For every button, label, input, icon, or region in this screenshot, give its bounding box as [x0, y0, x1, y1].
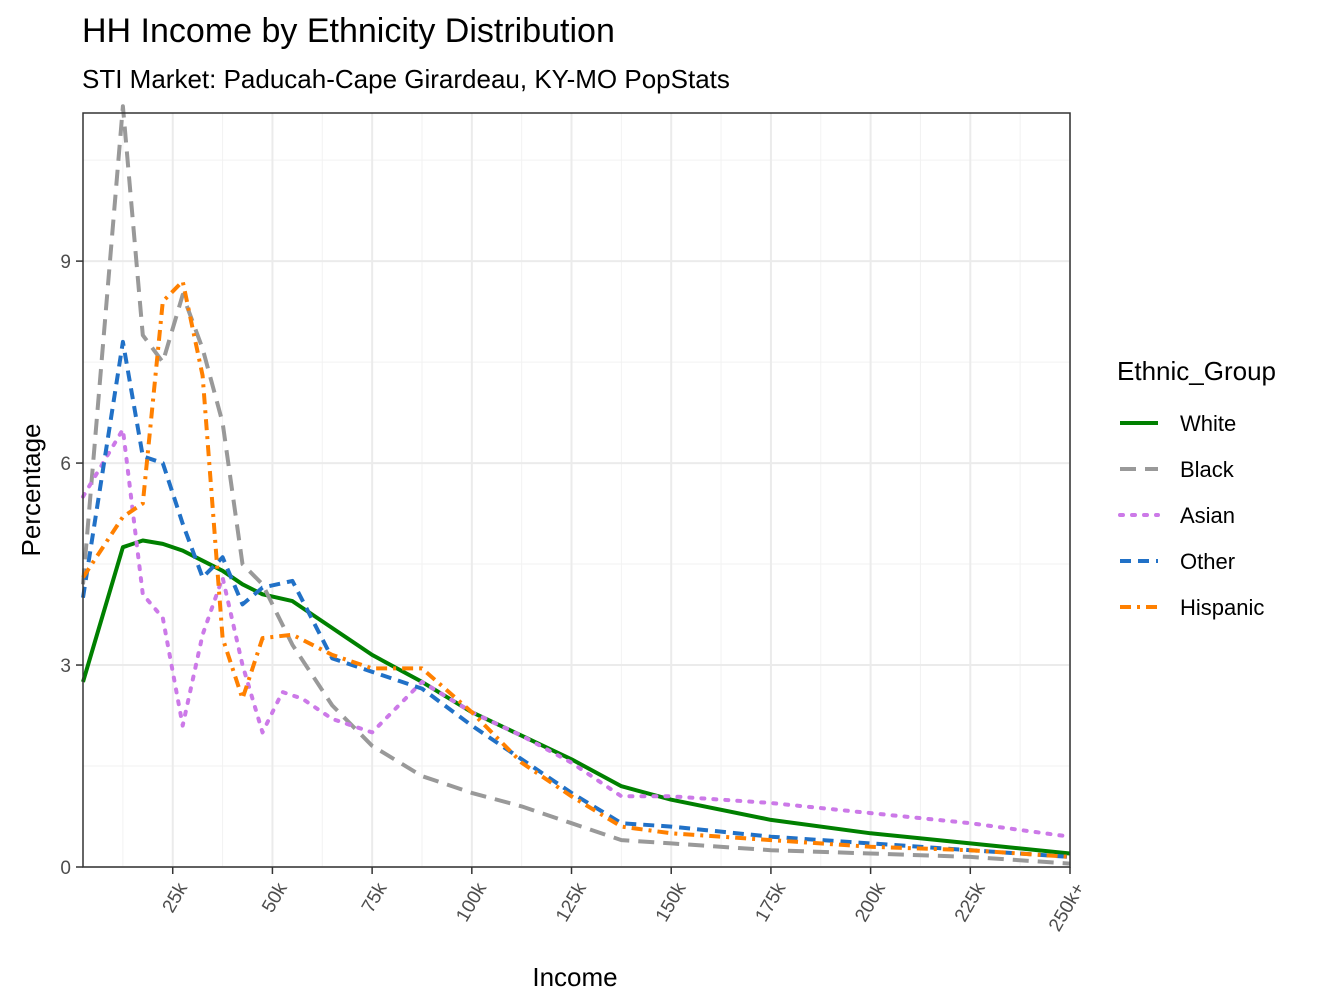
- y-axis-label: Percentage: [16, 424, 46, 557]
- x-tick-label: 50k: [258, 879, 292, 916]
- legend-label-other: Other: [1180, 549, 1235, 574]
- x-tick-label: 150k: [652, 879, 691, 926]
- axis-ticks: [76, 260, 1071, 874]
- y-tick-label: 6: [60, 454, 71, 475]
- legend-label-asian: Asian: [1180, 503, 1235, 528]
- panel-border: [82, 112, 1071, 868]
- x-tick-label: 175k: [752, 879, 791, 926]
- chart-title: HH Income by Ethnicity Distribution: [82, 12, 615, 50]
- x-axis-label: Income: [532, 962, 617, 992]
- series-layer: [81, 104, 1072, 866]
- series-line-asian: [81, 427, 1072, 839]
- y-tick-label: 3: [60, 656, 71, 677]
- grid-minor: [83, 113, 1070, 867]
- x-tick-label: 25k: [159, 879, 193, 916]
- chart-subtitle: STI Market: Paducah-Cape Girardeau, KY-M…: [82, 64, 730, 94]
- x-tick-label: 200k: [851, 879, 890, 926]
- x-tick-label: 225k: [951, 879, 990, 926]
- x-tick-label: 125k: [552, 879, 591, 926]
- y-tick-label: 0: [60, 858, 71, 879]
- x-tick-label: 100k: [452, 879, 491, 926]
- series-line-hispanic: [81, 279, 1071, 859]
- legend-label-black: Black: [1180, 457, 1235, 482]
- series-line-white: [81, 538, 1071, 856]
- legend: Ethnic_Group White Black Asian Other Hispani…: [1117, 356, 1276, 620]
- legend-label-hispanic: Hispanic: [1180, 595, 1264, 620]
- x-tick-label: 250k+: [1045, 879, 1089, 935]
- legend-label-white: White: [1180, 411, 1236, 436]
- series-line-other: [81, 339, 1071, 859]
- legend-title: Ethnic_Group: [1117, 356, 1276, 386]
- y-tick-labels: 0 3 6 9: [60, 252, 71, 879]
- x-tick-labels: 25k 50k 75k 100k 125k 150k 175k 200k 225k 250k+: [159, 879, 1090, 935]
- series-line-black: [81, 104, 1071, 866]
- y-tick-label: 9: [60, 252, 71, 273]
- x-tick-label: 75k: [358, 879, 392, 916]
